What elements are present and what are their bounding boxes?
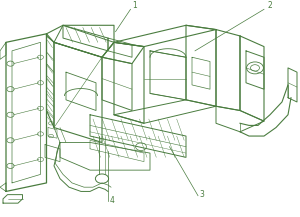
Text: 2: 2 — [267, 1, 272, 10]
Text: 1: 1 — [132, 1, 137, 10]
Text: 4: 4 — [110, 196, 114, 205]
Text: 3: 3 — [200, 190, 204, 199]
